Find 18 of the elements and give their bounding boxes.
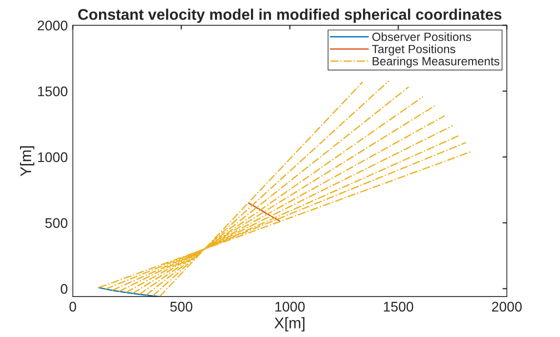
y-tick-label: 500 bbox=[45, 218, 68, 228]
y-tick-label: 2000 bbox=[38, 20, 68, 30]
legend-label: Observer Positions bbox=[372, 32, 472, 42]
y-axis-title: Y[m] bbox=[20, 146, 34, 176]
x-tick-label: 2000 bbox=[492, 302, 522, 312]
line-series bbox=[248, 202, 280, 222]
x-tick-label: 1500 bbox=[384, 302, 414, 312]
x-tick-label: 1000 bbox=[275, 302, 305, 312]
y-tick-label: 1500 bbox=[38, 86, 68, 96]
legend-label: Target Positions bbox=[372, 44, 456, 56]
line-series bbox=[98, 286, 160, 297]
x-tick-label: 0 bbox=[69, 302, 76, 312]
x-tick-label: 500 bbox=[170, 302, 192, 312]
y-tick-label: 0 bbox=[60, 284, 68, 294]
legend-label: Bearings Measurements bbox=[372, 56, 500, 68]
y-tick-label: 1000 bbox=[38, 152, 68, 162]
chart-title: Constant velocity model in modified spherical coordinates bbox=[78, 8, 502, 23]
x-axis-title: X[m] bbox=[274, 317, 304, 332]
